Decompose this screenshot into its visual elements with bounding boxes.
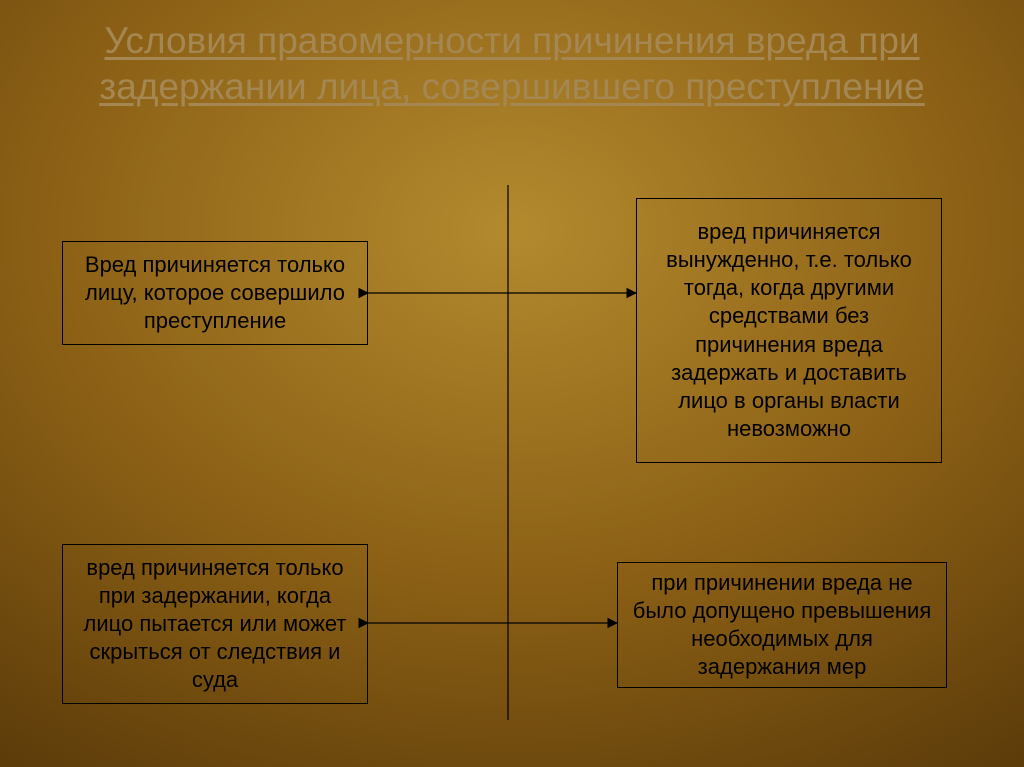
condition-box-top-right: вред причиняется вынужденно, т.е. только… [636,198,942,463]
condition-box-top-left: Вред причиняется только лицу, которое со… [62,241,368,345]
condition-box-bottom-right: при причинении вреда не было допущено пр… [617,562,947,688]
condition-box-bottom-left: вред причиняется только при задержании, … [62,544,368,704]
diagram-canvas: Условия правомерности причинения вреда п… [0,0,1024,767]
